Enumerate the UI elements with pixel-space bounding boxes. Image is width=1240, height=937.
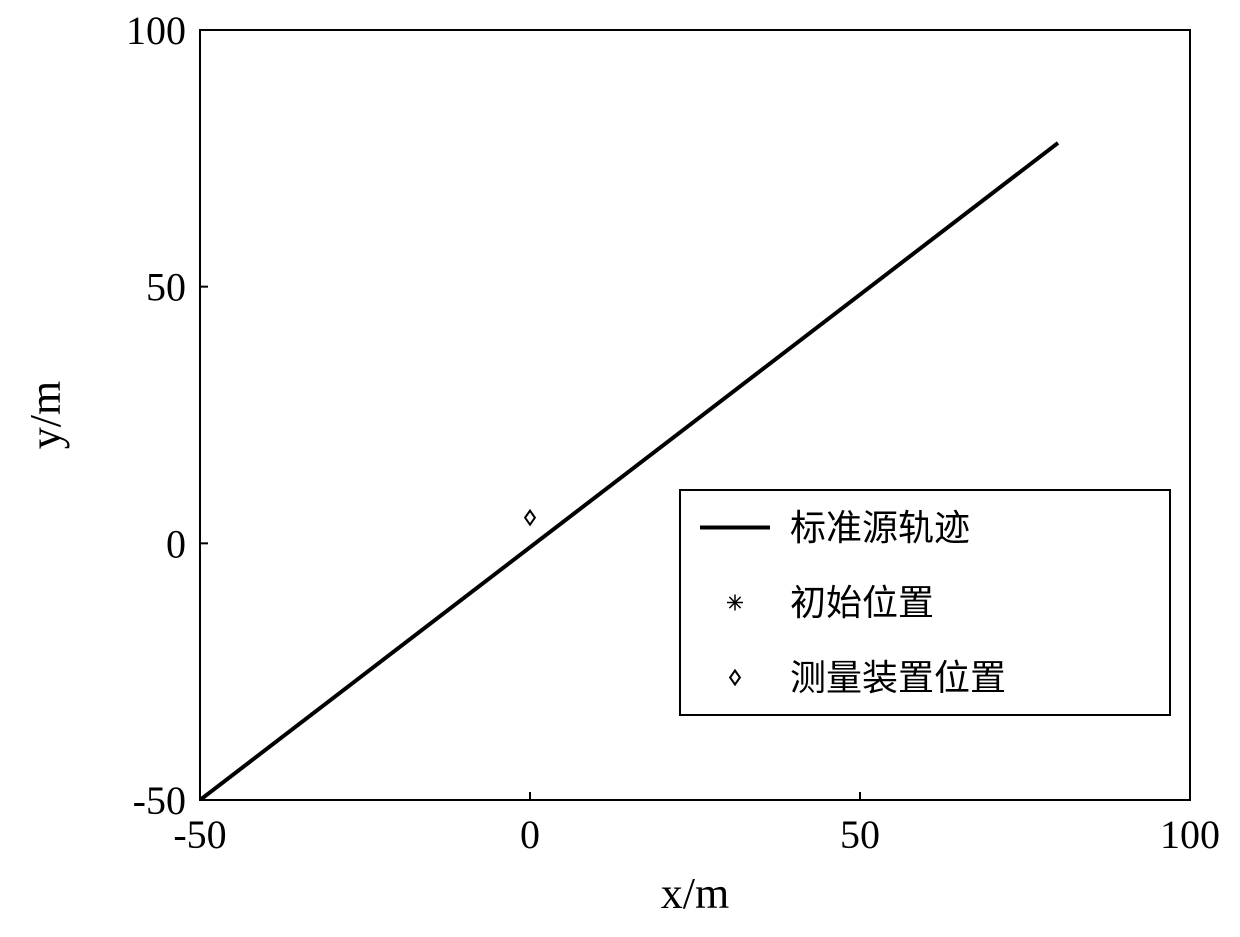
y-tick-label: 0 — [166, 521, 186, 566]
y-tick-label: -50 — [133, 778, 186, 823]
x-axis-label: x/m — [661, 869, 729, 918]
legend-item-label: 标准源轨迹 — [790, 508, 970, 548]
chart-container: -50050100-50050100x/my/m标准源轨迹初始位置测量装置位置 — [0, 0, 1240, 937]
legend-item-label: 测量装置位置 — [790, 658, 1006, 698]
x-tick-label: 50 — [840, 812, 880, 857]
legend-item-label: 初始位置 — [790, 583, 934, 623]
chart-svg: -50050100-50050100x/my/m标准源轨迹初始位置测量装置位置 — [0, 0, 1240, 937]
y-axis-label: y/m — [21, 381, 70, 449]
legend-sample-asterisk — [727, 595, 743, 611]
y-tick-label: 100 — [126, 8, 186, 53]
y-tick-label: 50 — [146, 265, 186, 310]
legend: 标准源轨迹初始位置测量装置位置 — [680, 490, 1170, 715]
x-tick-label: 100 — [1160, 812, 1220, 857]
chart-background — [0, 0, 1240, 937]
x-tick-label: 0 — [520, 812, 540, 857]
